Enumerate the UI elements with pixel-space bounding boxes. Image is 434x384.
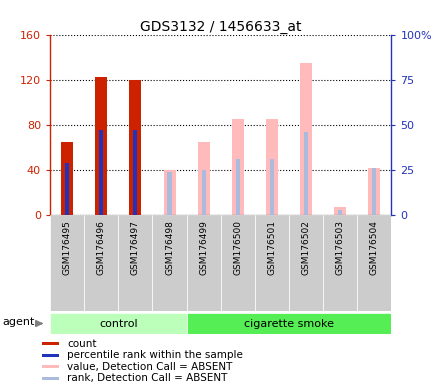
Text: count: count bbox=[67, 339, 96, 349]
Text: GSM176502: GSM176502 bbox=[301, 220, 310, 275]
Bar bbox=[270, 159, 273, 215]
Bar bbox=[322, 215, 357, 311]
Bar bbox=[303, 132, 307, 215]
Bar bbox=[133, 130, 137, 215]
Bar bbox=[338, 210, 342, 215]
Bar bbox=[231, 119, 243, 215]
Text: percentile rank within the sample: percentile rank within the sample bbox=[67, 350, 243, 360]
Text: value, Detection Call = ABSENT: value, Detection Call = ABSENT bbox=[67, 362, 232, 372]
Bar bbox=[186, 215, 220, 311]
Text: agent: agent bbox=[3, 318, 35, 328]
Bar bbox=[99, 130, 103, 215]
Bar bbox=[220, 215, 254, 311]
Text: GSM176496: GSM176496 bbox=[96, 220, 105, 275]
Bar bbox=[152, 215, 186, 311]
Text: GSM176501: GSM176501 bbox=[267, 220, 276, 275]
Text: GSM176495: GSM176495 bbox=[62, 220, 72, 275]
Title: GDS3132 / 1456633_at: GDS3132 / 1456633_at bbox=[140, 20, 301, 33]
Bar bbox=[50, 215, 84, 311]
Bar bbox=[197, 142, 209, 215]
Bar bbox=[357, 215, 391, 311]
Bar bbox=[167, 172, 171, 215]
Bar bbox=[50, 313, 186, 334]
Bar bbox=[235, 159, 239, 215]
Bar bbox=[372, 168, 375, 215]
Bar bbox=[43, 354, 59, 357]
Text: cigarette smoke: cigarette smoke bbox=[243, 318, 333, 329]
Text: GSM176499: GSM176499 bbox=[199, 220, 208, 275]
Bar bbox=[95, 78, 107, 215]
Bar bbox=[254, 215, 289, 311]
Text: GSM176498: GSM176498 bbox=[164, 220, 174, 275]
Text: rank, Detection Call = ABSENT: rank, Detection Call = ABSENT bbox=[67, 373, 227, 383]
Bar bbox=[65, 163, 69, 215]
Bar bbox=[61, 142, 73, 215]
Bar bbox=[334, 207, 345, 215]
Bar bbox=[43, 377, 59, 380]
Bar bbox=[289, 215, 322, 311]
Bar bbox=[368, 168, 379, 215]
Bar bbox=[163, 170, 175, 215]
Bar bbox=[118, 215, 152, 311]
Text: control: control bbox=[99, 318, 137, 329]
Bar bbox=[84, 215, 118, 311]
Bar bbox=[43, 342, 59, 345]
Text: GSM176503: GSM176503 bbox=[335, 220, 344, 275]
Bar bbox=[299, 63, 311, 215]
Text: GSM176500: GSM176500 bbox=[233, 220, 242, 275]
Bar bbox=[266, 119, 277, 215]
Bar bbox=[186, 313, 391, 334]
Text: GSM176497: GSM176497 bbox=[131, 220, 140, 275]
Bar bbox=[129, 80, 141, 215]
Bar bbox=[201, 170, 205, 215]
Bar bbox=[43, 365, 59, 368]
Text: GSM176504: GSM176504 bbox=[369, 220, 378, 275]
